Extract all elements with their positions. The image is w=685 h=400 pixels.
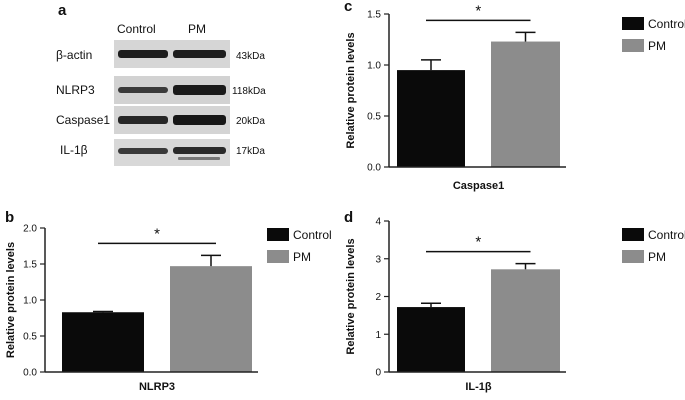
legend-swatch-control <box>622 228 644 241</box>
y-axis-label: Relative protein levels <box>345 238 357 354</box>
y-tick-label: 0.0 <box>23 368 37 379</box>
blot-band <box>118 148 168 154</box>
y-tick-label: 0.5 <box>23 332 37 343</box>
blot-row-label: Caspase1 <box>56 113 110 127</box>
legend-swatch-control <box>267 228 289 241</box>
significance-marker: * <box>475 2 481 19</box>
y-tick-label: 1.5 <box>23 260 37 271</box>
bar-control <box>62 312 144 372</box>
panel-letter-a: a <box>58 2 67 19</box>
bar-pm <box>491 269 560 372</box>
blot-band <box>118 116 168 124</box>
y-tick-label: 1.5 <box>367 10 381 21</box>
significance-marker: * <box>154 225 160 242</box>
legend-swatch-control <box>622 17 644 30</box>
bar-charts: b 0.0 0.5 1.0 1.5 2.0 Relative protein levels N… <box>5 0 685 393</box>
x-axis-label: Caspase1 <box>453 180 504 192</box>
y-axis-label: Relative protein levels <box>345 32 357 148</box>
y-tick-label: 1.0 <box>367 61 381 72</box>
y-tick-label: 4 <box>375 217 381 228</box>
legend-swatch-pm <box>622 250 644 263</box>
blot-band <box>173 50 226 58</box>
panel-letter-d: d <box>344 209 353 226</box>
y-tick-label: 0.0 <box>367 163 381 174</box>
blot-row-mw: 43kDa <box>236 51 265 62</box>
blot-column-control: Control <box>117 22 156 36</box>
y-tick-label: 2 <box>375 292 381 303</box>
legend-label-control: Control <box>293 228 332 242</box>
panel-letter-c: c <box>344 0 352 15</box>
significance-marker: * <box>475 234 481 251</box>
blot-row-label: β-actin <box>56 48 92 62</box>
chart-c: c 0.0 0.5 1.0 1.5 Relative protein levels Casp… <box>344 0 685 192</box>
y-tick-label: 1.0 <box>23 296 37 307</box>
blot-band <box>118 50 168 58</box>
blot-row-mw: 17kDa <box>236 146 265 157</box>
blot-band <box>173 147 226 154</box>
blot-band <box>173 85 226 95</box>
blot-band <box>178 157 220 160</box>
legend-label-control: Control <box>648 17 685 31</box>
blot-row-mw: 20kDa <box>236 116 265 127</box>
y-tick-label: 0 <box>375 368 381 379</box>
legend-swatch-pm <box>622 39 644 52</box>
blot-column-pm: PM <box>188 22 206 36</box>
y-tick-label: 3 <box>375 254 381 265</box>
legend-label-control: Control <box>648 228 685 242</box>
blot-row-label: NLRP3 <box>56 83 95 97</box>
legend-label-pm: PM <box>648 39 666 53</box>
blot-band <box>173 115 226 125</box>
panel-letter-b: b <box>5 209 14 226</box>
legend-swatch-pm <box>267 250 289 263</box>
y-axis-label: Relative protein levels <box>5 242 17 358</box>
x-axis-label: IL-1β <box>465 381 492 393</box>
y-tick-label: 1 <box>375 330 381 341</box>
chart-d: d 0 1 2 3 4 Relative protein levels IL-1β * Contr… <box>344 209 685 393</box>
chart-b: b 0.0 0.5 1.0 1.5 2.0 Relative protein levels N… <box>5 209 332 393</box>
blot-row-mw: 118kDa <box>232 86 266 97</box>
bar-pm <box>170 266 252 372</box>
legend-label-pm: PM <box>293 250 311 264</box>
blot-band <box>118 87 168 93</box>
y-tick-label: 2.0 <box>23 224 37 235</box>
x-axis-label: NLRP3 <box>139 381 175 393</box>
y-tick-label: 0.5 <box>367 112 381 123</box>
legend-label-pm: PM <box>648 250 666 264</box>
blot-row-label: IL-1β <box>60 143 88 157</box>
bar-control <box>397 307 465 372</box>
bar-pm <box>491 41 560 167</box>
bar-control <box>397 70 465 167</box>
blot-panel: a Control PM β-actin 43kDa NLRP3 118kDa … <box>56 2 266 166</box>
